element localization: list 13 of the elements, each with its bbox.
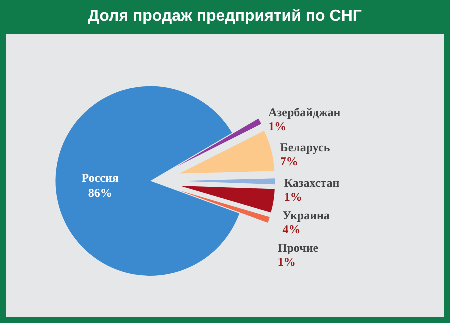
slice-label: Россия bbox=[82, 171, 120, 186]
data-label: 86% bbox=[88, 186, 112, 200]
data-label: 1% bbox=[284, 190, 302, 204]
data-label: 7% bbox=[280, 154, 298, 169]
slice-label: Азербайджан bbox=[268, 106, 341, 120]
data-label: 1% bbox=[278, 255, 296, 270]
data-label: 1% bbox=[268, 120, 287, 134]
data-label: 4% bbox=[282, 222, 301, 237]
slice-label: Прочие bbox=[278, 241, 320, 256]
chart-title: Доля продаж предприятий по СНГ bbox=[87, 7, 363, 27]
slice-label: Беларусь bbox=[280, 140, 331, 155]
slice-label: Украина bbox=[282, 208, 330, 223]
slice-label: Казахстан bbox=[284, 176, 340, 190]
